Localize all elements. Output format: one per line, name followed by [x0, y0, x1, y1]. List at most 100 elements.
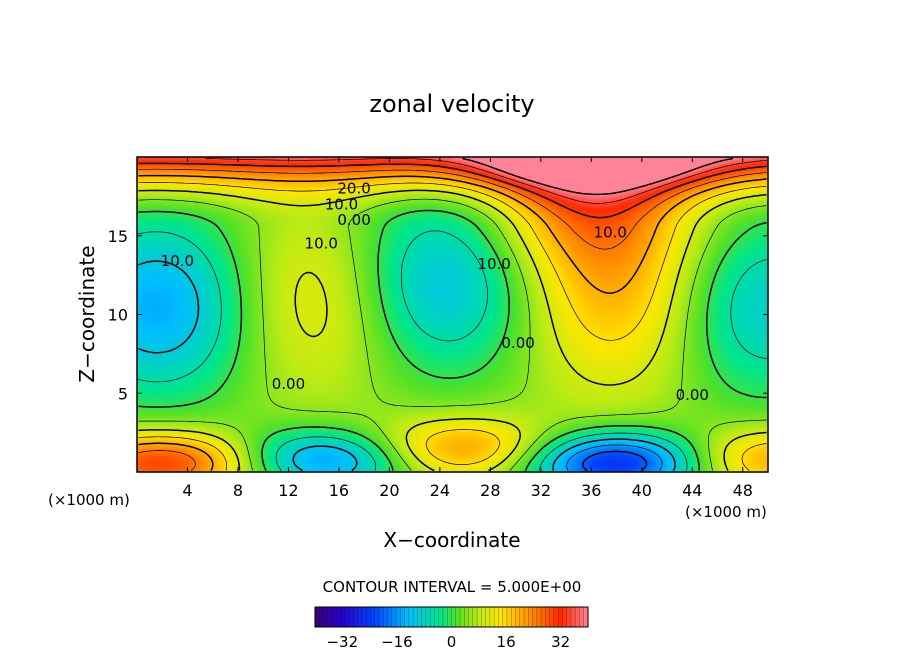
- colorbar-bin: [558, 607, 564, 627]
- colorbar-bin: [583, 607, 589, 627]
- x-tick-label: 20: [379, 481, 399, 500]
- colorbar-bin: [374, 607, 380, 627]
- colorbar-bin: [545, 607, 551, 627]
- colorbar-bin: [532, 607, 538, 627]
- colorbar-bin: [332, 607, 337, 627]
- contour-line: [462, 157, 734, 196]
- y-axis-label: Z−coordinate: [75, 245, 99, 382]
- x-tick-label: 40: [632, 481, 652, 500]
- colorbar-bin: [575, 607, 581, 627]
- colorbar-bin: [425, 607, 431, 627]
- x-unit-right: (×1000 m): [685, 503, 767, 521]
- colorbar-tick-label: 0: [447, 633, 457, 651]
- colorbar-tick-label: 32: [551, 633, 570, 651]
- colorbar-bin: [451, 607, 457, 627]
- colorbar-bin: [327, 607, 333, 627]
- colorbar-tick-label: 16: [497, 633, 516, 651]
- x-tick-label: 48: [733, 481, 753, 500]
- colorbar-bin: [417, 607, 423, 627]
- contour-label: 0.00: [272, 375, 305, 393]
- x-tick-label: 4: [182, 481, 192, 500]
- colorbar-bin: [498, 607, 504, 627]
- colorbar-bin: [562, 607, 568, 627]
- colorbar-bin: [357, 607, 363, 627]
- contour-label: 0.00: [676, 386, 709, 404]
- colorbar-bin: [361, 607, 367, 627]
- y-tick-label: 10: [108, 306, 128, 325]
- contour-line: [138, 168, 767, 471]
- contour-line: [566, 444, 663, 471]
- colorbar-bin: [319, 607, 325, 627]
- colorbar-bin: [344, 607, 350, 627]
- x-tick-label: 12: [278, 481, 298, 500]
- contour-line: [138, 182, 767, 471]
- colorbar-bin: [541, 607, 546, 627]
- colorbar-bin: [430, 607, 436, 627]
- x-tick-label: 16: [329, 481, 349, 500]
- contour-interval-label: CONTOUR INTERVAL = 5.000E+00: [323, 578, 582, 596]
- contour-line: [138, 174, 767, 471]
- colorbar-bin: [515, 607, 521, 627]
- colorbar-bin: [434, 607, 440, 627]
- contour-line: [581, 450, 648, 472]
- contour-label: 10.0: [161, 252, 194, 270]
- colorbar-bin: [502, 607, 508, 627]
- colorbar-bin: [455, 607, 461, 627]
- contour-label: 10.0: [477, 255, 510, 273]
- contour-label: 10.0: [325, 195, 358, 213]
- colorbar-bin: [549, 607, 555, 627]
- chart-title: zonal velocity: [369, 90, 534, 118]
- colorbar-bin: [524, 607, 529, 627]
- x-tick-label: 44: [682, 481, 702, 500]
- colorbar-bin: [421, 607, 427, 627]
- colorbar-ticks: −32 −16 0 16 32: [326, 633, 570, 651]
- colorbar-bin: [519, 607, 525, 627]
- colorbar-bin: [464, 607, 470, 627]
- contour-label: 20.0: [337, 180, 370, 198]
- colorbar-bin: [438, 607, 444, 627]
- colorbar-bin: [536, 607, 542, 627]
- contour-line: [138, 189, 767, 472]
- colorbar-bin: [570, 607, 576, 627]
- contour-line: [138, 209, 767, 471]
- colorbar-bin: [528, 607, 534, 627]
- colorbar-bin: [383, 607, 389, 627]
- velocity-field-image: [137, 157, 768, 472]
- colorbar-bin: [370, 607, 376, 627]
- colorbar-bin: [378, 607, 384, 627]
- x-tick-label: 36: [581, 481, 601, 500]
- colorbar-bin: [472, 607, 478, 627]
- colorbar-bin: [447, 607, 453, 627]
- x-tick-label: 28: [480, 481, 500, 500]
- contour-label: 0.00: [337, 211, 370, 229]
- colorbar-bin: [579, 607, 585, 627]
- y-tick-label: 5: [118, 384, 128, 403]
- colorbar-bin: [366, 607, 372, 627]
- colorbar-bin: [349, 607, 354, 627]
- colorbar-bin: [553, 607, 559, 627]
- colorbar-bin: [323, 607, 329, 627]
- colorbar-bin: [315, 607, 320, 627]
- x-axis-ticks: 4 8 12 16 20 24 28 32 36 40 44 48: [182, 157, 753, 500]
- colorbar-frame: [314, 606, 589, 628]
- contour-line: [205, 158, 767, 204]
- colorbar-bin: [336, 607, 342, 627]
- x-axis-label: X−coordinate: [383, 528, 520, 552]
- x-tick-label: 24: [430, 481, 450, 500]
- x-tick-label: 8: [233, 481, 243, 500]
- x-unit-left: (×1000 m): [48, 491, 130, 509]
- contour-label: 10.0: [594, 224, 627, 242]
- colorbar-bin: [481, 607, 487, 627]
- colorbar-bin: [477, 607, 482, 627]
- colorbar-bin: [404, 607, 410, 627]
- contour-line: [138, 198, 767, 471]
- colorbar-bin: [396, 607, 401, 627]
- contour-label: 0.00: [501, 334, 534, 352]
- colorbar-bin: [506, 607, 512, 627]
- contour-label: 10.0: [305, 235, 338, 253]
- colorbar-bin: [387, 607, 393, 627]
- colorbar: [314, 606, 589, 628]
- colorbar-bin: [511, 607, 517, 627]
- colorbar-tick-label: −16: [381, 633, 413, 651]
- colorbar-bin: [400, 607, 406, 627]
